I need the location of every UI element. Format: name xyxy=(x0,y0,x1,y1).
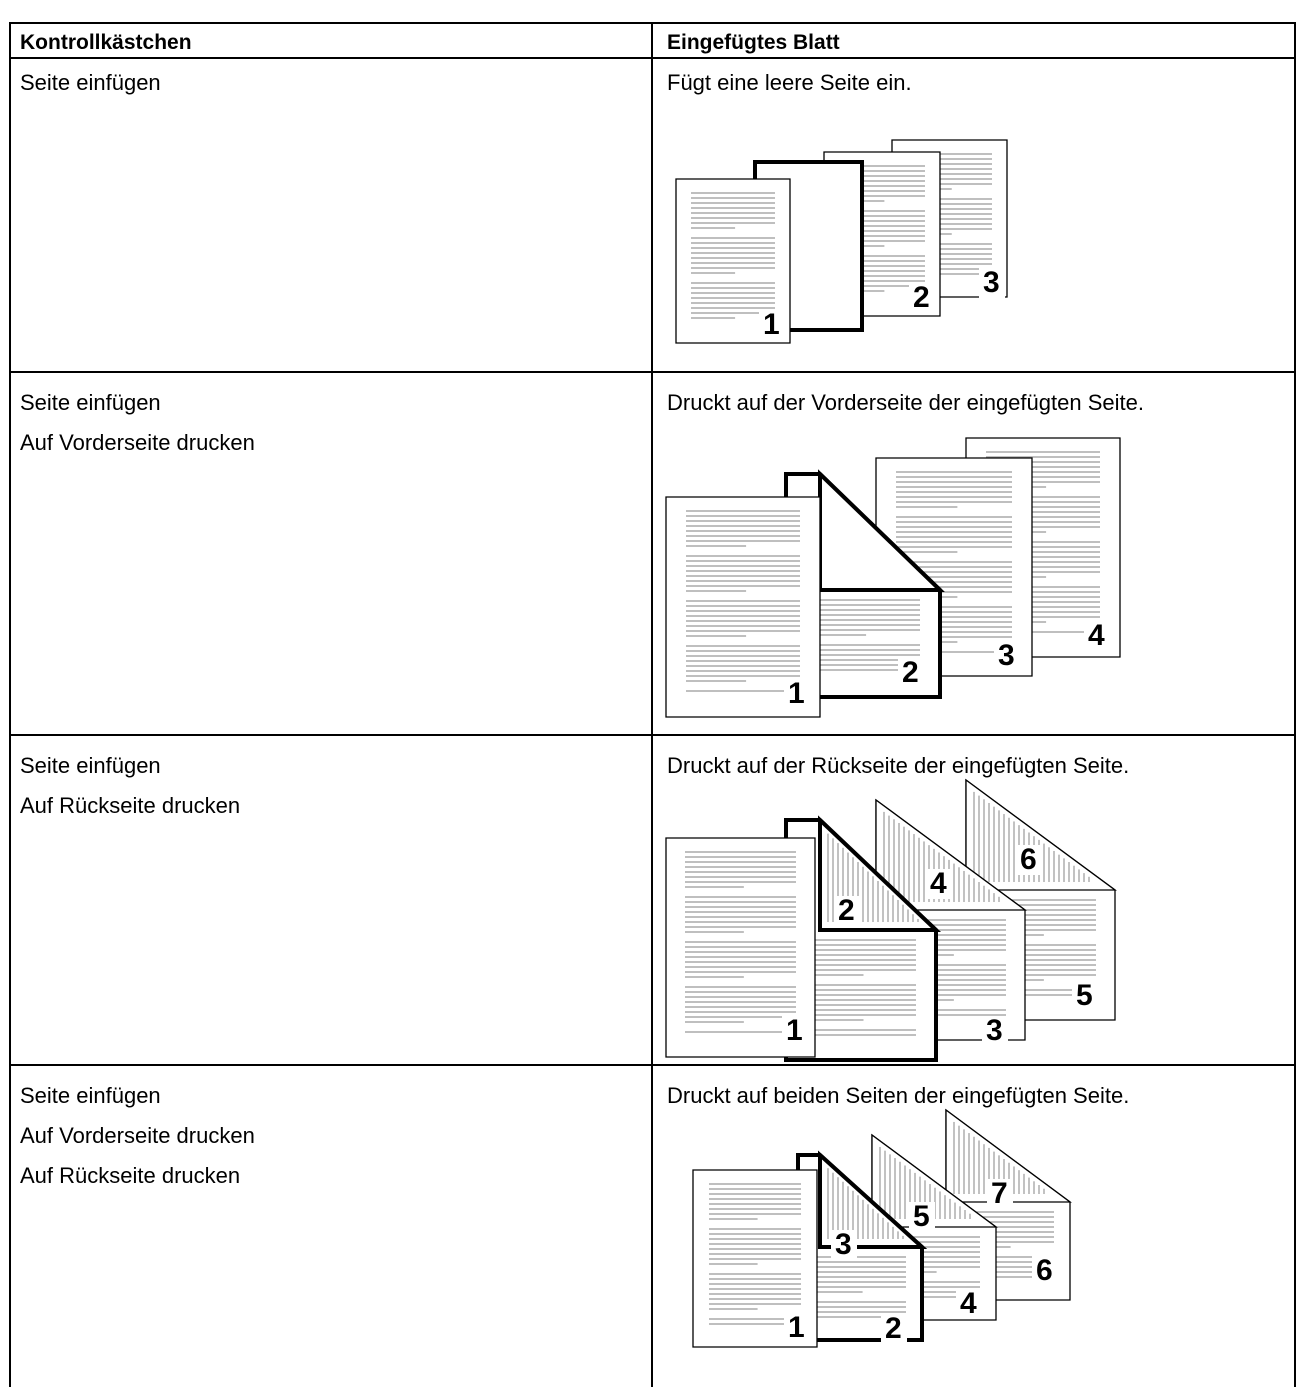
page-number: 1 xyxy=(788,1311,805,1344)
table-borders xyxy=(9,22,1296,1387)
checkbox-label: Auf Rückseite drucken xyxy=(20,1163,240,1188)
page-icon: 2 xyxy=(784,815,942,1062)
page-number: 3 xyxy=(986,1014,1003,1047)
label-bg xyxy=(1072,981,1098,1011)
page-number: 4 xyxy=(930,867,947,900)
description: Druckt auf beiden Seiten der eingefügten… xyxy=(667,1083,1129,1108)
page-icon: 2 xyxy=(784,469,945,699)
page-icon: 1 xyxy=(665,837,816,1058)
page-number: 2 xyxy=(885,1312,902,1345)
page-sheet xyxy=(675,178,791,344)
page-number: 1 xyxy=(763,308,780,341)
page-number: 1 xyxy=(788,677,805,710)
checkbox-label: Auf Vorderseite drucken xyxy=(20,1123,255,1148)
column-header: Eingefügtes Blatt xyxy=(667,31,840,54)
column-header: Kontrollkästchen xyxy=(20,31,192,54)
label-bg xyxy=(994,641,1020,671)
checkbox-label: Auf Rückseite drucken xyxy=(20,793,240,818)
page-number: 4 xyxy=(960,1287,977,1320)
label-bg xyxy=(987,1179,1013,1209)
label-bg xyxy=(782,1016,808,1046)
page-number: 5 xyxy=(1076,979,1093,1012)
page-number: 6 xyxy=(1020,843,1037,876)
label-bg xyxy=(1032,1256,1058,1286)
label-bg xyxy=(909,1202,935,1232)
description: Druckt auf der Rückseite der eingefügten… xyxy=(667,753,1129,778)
label-bg xyxy=(979,268,1005,298)
page-number: 2 xyxy=(913,281,930,314)
page-number: 2 xyxy=(902,656,919,689)
page-number: 3 xyxy=(983,266,1000,299)
page-number: 5 xyxy=(913,1200,930,1233)
label-bg xyxy=(881,1314,907,1344)
page-icon: 1 xyxy=(675,178,791,344)
checkbox-label: Seite einfügen xyxy=(20,753,161,778)
label-bg xyxy=(834,896,860,926)
label-bg xyxy=(1084,621,1110,651)
checkbox-label: Seite einfügen xyxy=(20,1083,161,1108)
page-number: 4 xyxy=(1088,619,1105,652)
page-number: 3 xyxy=(998,639,1015,672)
label-bg xyxy=(982,1016,1008,1046)
label-bg xyxy=(784,1313,810,1343)
page-flap xyxy=(875,798,1027,911)
label-bg xyxy=(956,1289,982,1319)
page-number: 6 xyxy=(1036,1254,1053,1287)
page-number: 3 xyxy=(835,1228,852,1261)
checkbox-label: Auf Vorderseite drucken xyxy=(20,430,255,455)
page-icon: 1 xyxy=(665,496,821,718)
page-number: 2 xyxy=(838,894,855,927)
label-bg xyxy=(1016,845,1042,875)
label-bg xyxy=(926,869,952,899)
page-flap xyxy=(818,1150,928,1249)
checkbox-label: Seite einfügen xyxy=(20,390,161,415)
label-bg xyxy=(759,310,785,340)
page-number: 1 xyxy=(786,1014,803,1047)
page-flap xyxy=(965,778,1117,891)
page-number: 7 xyxy=(991,1177,1008,1210)
label-bg xyxy=(831,1230,857,1260)
description: Fügt eine leere Seite ein. xyxy=(667,70,912,95)
label-bg xyxy=(909,283,935,313)
checkbox-label: Seite einfügen xyxy=(20,70,161,95)
label-bg xyxy=(898,658,924,688)
page-icon: 1 xyxy=(692,1169,818,1348)
page-sheet xyxy=(665,496,821,718)
label-bg xyxy=(784,679,810,709)
description: Druckt auf der Vorderseite der eingefügt… xyxy=(667,390,1144,415)
